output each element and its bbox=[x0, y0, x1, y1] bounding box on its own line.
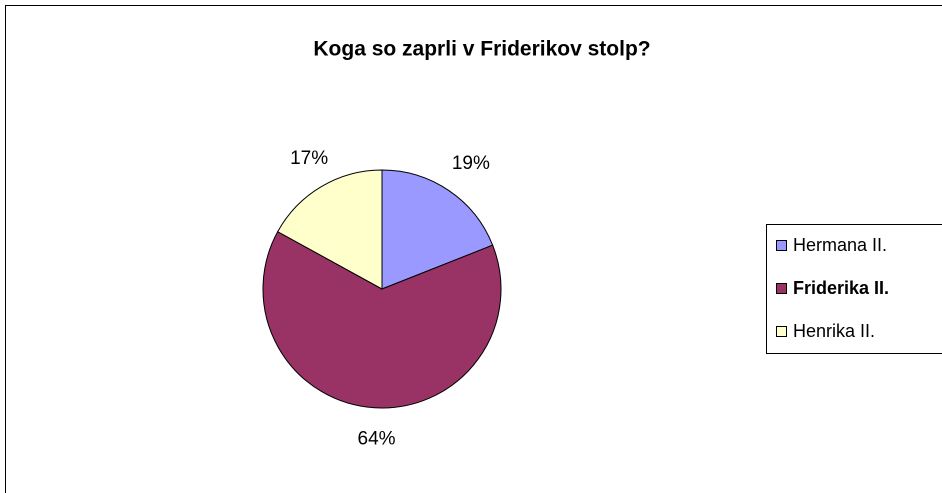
pie-slice bbox=[277, 169, 383, 290]
legend-swatch bbox=[776, 283, 787, 294]
legend-swatch bbox=[776, 240, 787, 251]
value-label: 17% bbox=[290, 148, 328, 169]
pie-slice bbox=[381, 169, 494, 290]
pie-slice bbox=[262, 230, 502, 409]
chart-title: Koga so zaprli v Friderikov stolp? bbox=[313, 38, 650, 61]
legend-swatch bbox=[776, 326, 787, 337]
value-label: 19% bbox=[452, 153, 490, 174]
legend-box bbox=[766, 224, 942, 354]
legend-label: Friderika II. bbox=[793, 278, 889, 298]
value-label: 64% bbox=[358, 429, 396, 450]
legend-label: Hermana II. bbox=[793, 235, 887, 255]
legend-label: Henrika II. bbox=[793, 321, 875, 341]
